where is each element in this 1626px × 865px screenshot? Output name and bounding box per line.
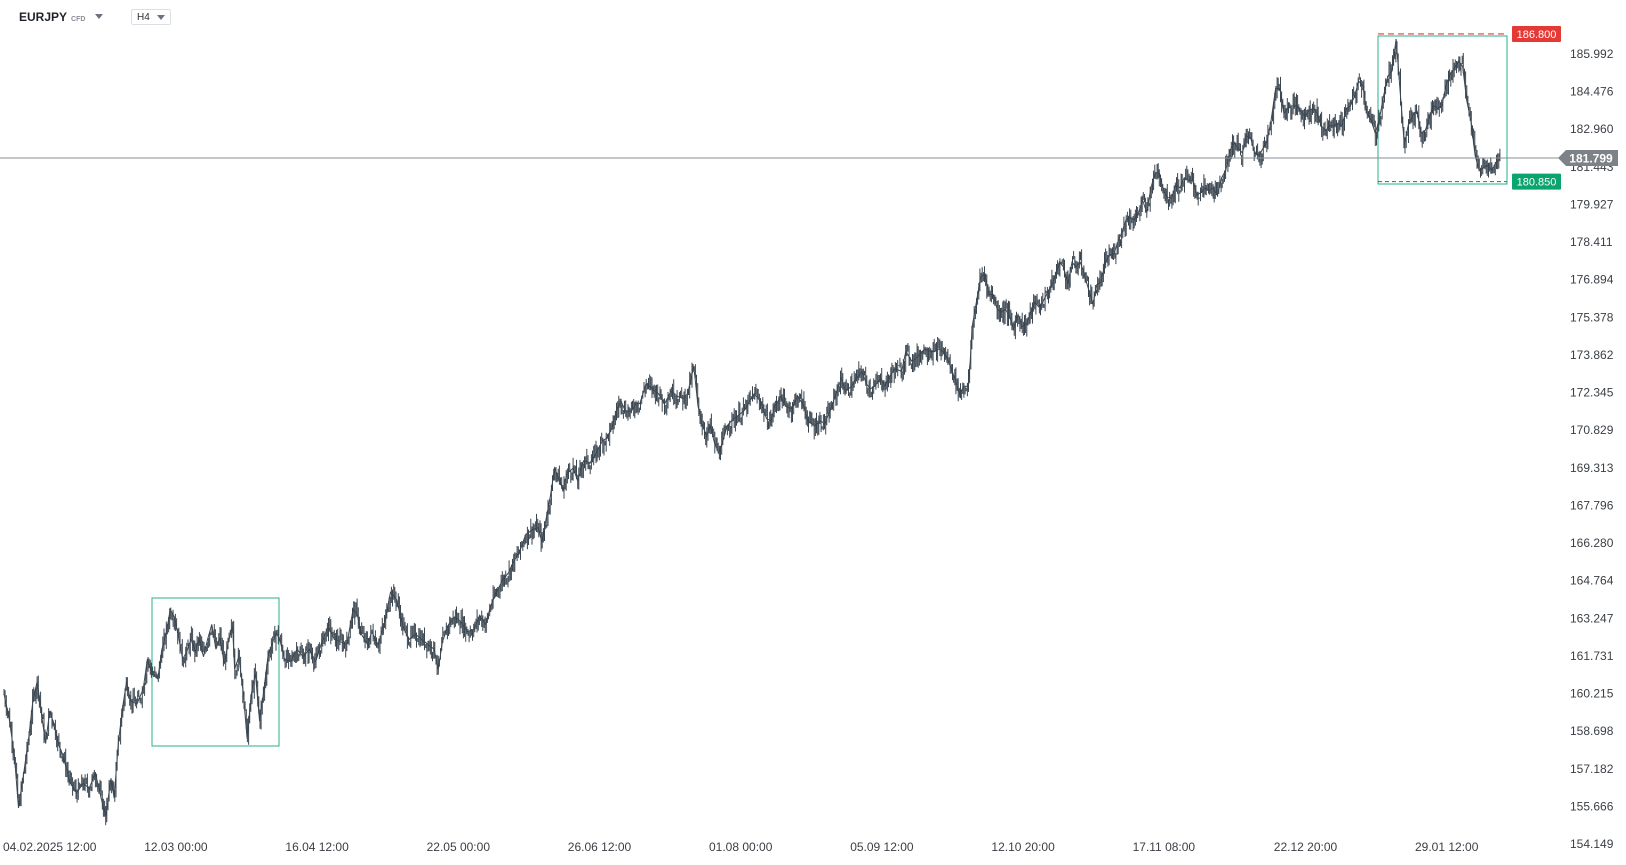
price-axis[interactable]: 185.992184.476182.960181.443179.927178.4… xyxy=(1570,47,1614,851)
time-tick-label: 26.06 12:00 xyxy=(568,840,632,854)
price-tick-label: 166.280 xyxy=(1570,536,1614,550)
price-level-tag xyxy=(1512,25,1561,42)
chart-toolbar: EURJPY CFD H4 xyxy=(0,0,1626,34)
range-box-right[interactable] xyxy=(1377,35,1508,185)
time-axis[interactable]: 04.02.2025 12:00 12.03 00:00 16.04 12:00 22… xyxy=(3,840,1479,854)
time-tick-label: 05.09 12:00 xyxy=(850,840,914,854)
candle-wicks xyxy=(3,41,1501,826)
time-tick-label: 04.02.2025 12:00 xyxy=(3,840,97,854)
price-tick-label: 157.182 xyxy=(1570,762,1614,776)
current-price-tag xyxy=(1558,150,1618,167)
price-tick-label: 160.215 xyxy=(1570,687,1614,701)
price-tick-label: 169.313 xyxy=(1570,461,1614,475)
price-line xyxy=(3,38,1501,816)
price-tick-label: 178.411 xyxy=(1570,235,1613,249)
price-levels: 186.800 180.850 xyxy=(1378,25,1561,190)
current-price-label: 181.799 xyxy=(1569,152,1613,166)
timeframe-label: H4 xyxy=(137,11,150,23)
price-tick-label: 173.862 xyxy=(1570,348,1614,362)
price-tick-label: 163.247 xyxy=(1570,611,1614,625)
price-series xyxy=(3,38,1501,826)
price-tick-label: 175.378 xyxy=(1570,310,1614,324)
time-tick-label: 12.10 20:00 xyxy=(991,840,1055,854)
price-tick-label: 176.894 xyxy=(1570,273,1614,287)
time-tick-label: 16.04 12:00 xyxy=(285,840,349,854)
time-tick-label: 22.12 20:00 xyxy=(1274,840,1338,854)
price-tick-label: 172.345 xyxy=(1570,386,1614,400)
price-tick-label: 155.666 xyxy=(1570,799,1614,813)
time-tick-label: 01.08 00:00 xyxy=(709,840,773,854)
chevron-down-icon xyxy=(157,14,165,20)
timeframe-selector[interactable]: H4 xyxy=(131,9,171,25)
price-tick-label: 154.149 xyxy=(1570,837,1614,851)
price-tick-label: 161.731 xyxy=(1570,649,1614,663)
price-tick-label: 170.829 xyxy=(1570,423,1614,437)
chevron-down-icon xyxy=(95,14,104,19)
current-price-line: 181.799 xyxy=(0,150,1618,167)
price-level-tag xyxy=(1512,173,1561,190)
drawing-annotations xyxy=(151,35,1508,747)
price-tick-label: 179.927 xyxy=(1570,197,1614,211)
price-tick-label: 158.698 xyxy=(1570,724,1614,738)
symbol-selector[interactable]: EURJPY CFD xyxy=(19,10,104,24)
price-tick-label: 164.764 xyxy=(1570,574,1614,588)
price-level-label: 180.850 xyxy=(1517,177,1557,189)
time-tick-label: 29.01 12:00 xyxy=(1415,840,1479,854)
time-tick-label: 12.03 00:00 xyxy=(144,840,208,854)
symbol-name: EURJPY xyxy=(19,10,68,24)
time-tick-label: 17.11 08:00 xyxy=(1133,840,1196,854)
price-tick-label: 182.960 xyxy=(1570,122,1614,136)
instrument-type-label: CFD xyxy=(71,16,86,23)
time-tick-label: 22.05 00:00 xyxy=(427,840,491,854)
price-tick-label: 185.992 xyxy=(1570,47,1614,61)
price-level-label: 186.800 xyxy=(1517,29,1557,41)
price-tick-label: 184.476 xyxy=(1570,85,1614,99)
price-tick-label: 167.796 xyxy=(1570,498,1614,512)
